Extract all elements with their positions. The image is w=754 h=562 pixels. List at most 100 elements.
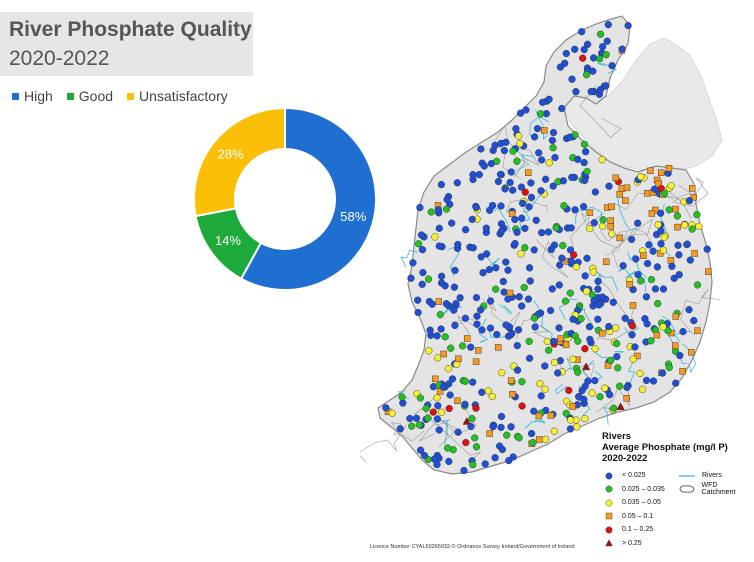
monitoring-site — [437, 279, 446, 287]
monitoring-site — [579, 54, 587, 62]
monitoring-site — [494, 177, 503, 186]
donut-slice-high — [239, 106, 377, 291]
circle-red-icon — [602, 526, 616, 534]
chart-subtitle: 2020-2022 — [9, 47, 110, 70]
river-line — [555, 383, 569, 395]
monitoring-site — [557, 335, 564, 342]
monitoring-site — [549, 182, 557, 190]
monitoring-site — [382, 404, 390, 412]
monitoring-site — [472, 293, 481, 302]
monitoring-site — [530, 407, 538, 415]
monitoring-site — [506, 289, 514, 297]
monitoring-site — [595, 55, 604, 63]
monitoring-site — [598, 293, 607, 301]
monitoring-site — [558, 254, 566, 262]
circle-green-icon — [602, 485, 616, 493]
monitoring-site — [439, 383, 448, 391]
monitoring-site — [428, 300, 436, 308]
monitoring-site — [567, 224, 575, 232]
monitoring-site — [524, 295, 533, 303]
monitoring-site — [536, 379, 544, 388]
map-legend-label-1: < 0.025 — [622, 472, 646, 480]
monitoring-site — [536, 110, 545, 118]
monitoring-site — [515, 293, 523, 301]
monitoring-site — [416, 446, 425, 454]
monitoring-site — [623, 395, 631, 402]
monitoring-site — [473, 320, 481, 328]
monitoring-site — [429, 408, 437, 416]
monitoring-site — [444, 365, 453, 373]
monitoring-site — [520, 283, 528, 292]
monitoring-site — [623, 184, 631, 192]
monitoring-site — [396, 425, 404, 433]
monitoring-site — [581, 176, 589, 185]
monitoring-site — [694, 327, 701, 334]
monitoring-site — [608, 62, 616, 70]
monitoring-site — [591, 376, 599, 385]
monitoring-site — [679, 327, 687, 336]
monitoring-site — [627, 235, 636, 244]
monitoring-site — [498, 227, 506, 235]
monitoring-site — [674, 223, 681, 231]
monitoring-site — [685, 306, 693, 314]
monitoring-site — [434, 354, 442, 362]
monitoring-site — [502, 138, 510, 146]
monitoring-site — [594, 285, 602, 293]
monitoring-site — [474, 347, 482, 354]
monitoring-site — [514, 326, 523, 334]
monitoring-site — [569, 403, 576, 410]
map-legend-rivers-label: Rivers — [702, 472, 722, 480]
monitoring-site — [636, 369, 644, 378]
monitoring-site — [615, 382, 624, 390]
monitoring-site — [450, 306, 458, 314]
monitoring-site — [453, 179, 461, 187]
monitoring-site — [497, 423, 505, 432]
monitoring-site — [436, 310, 444, 319]
monitoring-site — [504, 295, 512, 303]
monitoring-site — [623, 383, 631, 392]
monitoring-site — [418, 280, 426, 288]
monitoring-site — [565, 386, 573, 395]
monitoring-site — [497, 202, 505, 210]
monitoring-site — [618, 45, 626, 53]
monitoring-site — [586, 335, 594, 344]
monitoring-site — [535, 436, 543, 443]
monitoring-site — [574, 155, 582, 164]
monitoring-site — [467, 343, 475, 351]
monitoring-site — [472, 404, 480, 412]
monitoring-site — [440, 350, 447, 358]
monitoring-site — [481, 460, 489, 468]
monitoring-site — [430, 455, 439, 463]
river-line — [441, 419, 450, 445]
monitoring-site — [468, 215, 476, 224]
river-line — [588, 206, 602, 217]
monitoring-site — [572, 88, 580, 96]
monitoring-site — [657, 227, 665, 235]
ireland-phosphate-map — [360, 15, 723, 475]
monitoring-site — [599, 216, 607, 224]
monitoring-site — [450, 283, 459, 291]
monitoring-site — [435, 298, 443, 305]
monitoring-site — [602, 51, 610, 59]
monitoring-site — [657, 240, 665, 248]
monitoring-site — [419, 268, 427, 277]
monitoring-site — [513, 366, 522, 374]
monitoring-site — [634, 219, 642, 227]
monitoring-site — [566, 246, 575, 254]
monitoring-site — [616, 402, 625, 411]
monitoring-site — [416, 394, 425, 402]
monitoring-site — [591, 188, 599, 196]
river-line-icon — [679, 475, 695, 477]
legend-label-high: High — [24, 88, 53, 104]
monitoring-site — [448, 219, 456, 227]
monitoring-site — [399, 399, 407, 407]
monitoring-site — [547, 412, 555, 419]
circle-yellow-icon — [602, 499, 616, 507]
monitoring-site — [581, 148, 590, 156]
river-line — [558, 298, 578, 320]
monitoring-site — [665, 164, 673, 172]
monitoring-site — [433, 394, 441, 402]
monitoring-site — [688, 185, 696, 192]
monitoring-site — [517, 183, 526, 191]
monitoring-site — [408, 422, 416, 430]
